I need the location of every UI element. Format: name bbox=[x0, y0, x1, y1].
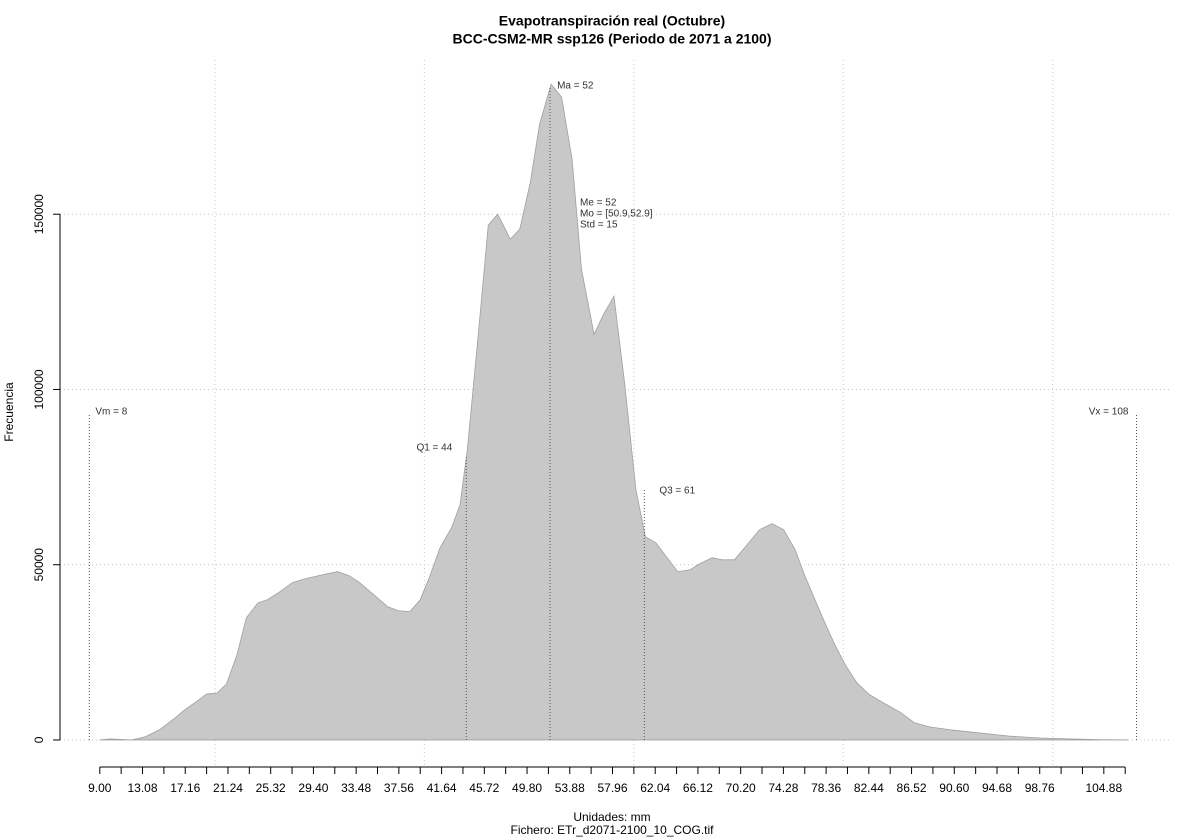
x-tick-label: 94.68 bbox=[982, 781, 1012, 795]
x-tick-label: 62.04 bbox=[640, 781, 670, 795]
y-tick-label: 0 bbox=[32, 736, 46, 743]
x-tick-label: 41.64 bbox=[427, 781, 457, 795]
marker-label: Vm = 8 bbox=[95, 407, 127, 418]
x-tick-label: 82.44 bbox=[854, 781, 884, 795]
x-tick-label: 25.32 bbox=[256, 781, 286, 795]
stat-label: Std = 15 bbox=[580, 220, 618, 231]
caption: Fichero: ETr_d2071-2100_10_COG.tif bbox=[511, 823, 715, 837]
y-tick-label: 150000 bbox=[32, 194, 46, 234]
stat-label: Mo = [50.9,52.9] bbox=[580, 209, 653, 220]
x-tick-label: 53.88 bbox=[555, 781, 585, 795]
y-tick-label: 50000 bbox=[32, 548, 46, 582]
x-tick-label: 90.60 bbox=[939, 781, 969, 795]
x-tick-label: 9.00 bbox=[88, 781, 112, 795]
x-tick-label: 29.40 bbox=[298, 781, 328, 795]
x-tick-label: 78.36 bbox=[811, 781, 841, 795]
x-tick-label: 74.28 bbox=[768, 781, 798, 795]
x-axis-label: Unidades: mm bbox=[573, 810, 650, 824]
x-tick-label: 66.12 bbox=[683, 781, 713, 795]
x-tick-label: 21.24 bbox=[213, 781, 243, 795]
y-axis-label: Frecuencia bbox=[2, 382, 16, 442]
stat-label: Me = 52 bbox=[580, 198, 617, 209]
x-tick-label: 45.72 bbox=[469, 781, 499, 795]
x-tick-label: 49.80 bbox=[512, 781, 542, 795]
marker-label: Vx = 108 bbox=[1089, 407, 1129, 418]
chart-title: Evapotranspiración real (Octubre) bbox=[499, 13, 725, 29]
chart-subtitle: BCC-CSM2-MR ssp126 (Periodo de 2071 a 21… bbox=[453, 31, 772, 47]
x-tick-label: 57.96 bbox=[597, 781, 627, 795]
x-tick-label: 17.16 bbox=[170, 781, 200, 795]
x-tick-label: 98.76 bbox=[1025, 781, 1055, 795]
x-tick-label: 33.48 bbox=[341, 781, 371, 795]
x-tick-label: 86.52 bbox=[897, 781, 927, 795]
x-tick-label: 13.08 bbox=[128, 781, 158, 795]
y-tick-label: 100000 bbox=[32, 369, 46, 409]
x-tick-label: 37.56 bbox=[384, 781, 414, 795]
density-area bbox=[99, 83, 1129, 741]
marker-label: Q3 = 61 bbox=[659, 486, 695, 497]
x-tick-label: 70.20 bbox=[726, 781, 756, 795]
marker-label: Ma = 52 bbox=[557, 81, 594, 92]
marker-label: Q1 = 44 bbox=[416, 443, 452, 454]
x-tick-label: 104.88 bbox=[1085, 781, 1122, 795]
